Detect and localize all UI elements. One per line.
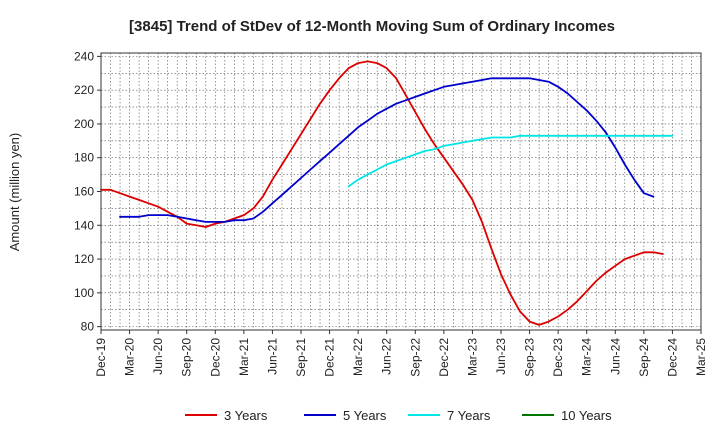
series-line-2 bbox=[119, 77, 655, 223]
chart-title: [3845] Trend of StDev of 12-Month Moving… bbox=[129, 18, 615, 35]
x-tick-label: Dec-20 bbox=[208, 338, 222, 377]
y-tick-label: 200 bbox=[74, 117, 94, 131]
x-tick-label: Mar-23 bbox=[465, 338, 479, 376]
series-line-1 bbox=[100, 60, 664, 326]
legend-label-2: 5 Years bbox=[343, 408, 387, 423]
x-tick-label: Mar-21 bbox=[237, 338, 251, 376]
series-layer bbox=[100, 60, 674, 326]
x-tick-label: Sep-24 bbox=[637, 338, 651, 377]
x-tick-label: Mar-22 bbox=[351, 338, 365, 376]
x-tick-label: Dec-21 bbox=[323, 338, 337, 377]
y-tick-label: 180 bbox=[74, 151, 94, 165]
x-tick-label: Dec-22 bbox=[437, 338, 451, 377]
x-tick-label: Sep-21 bbox=[294, 338, 308, 377]
plot-area bbox=[101, 53, 701, 330]
y-axis: 80 100 120 140 160 180 200 220 240 bbox=[74, 49, 101, 334]
x-tick-label: Sep-22 bbox=[408, 338, 422, 377]
y-tick-label: 220 bbox=[74, 83, 94, 97]
y-tick-label: 80 bbox=[81, 320, 95, 334]
grid bbox=[100, 53, 702, 330]
y-tick-label: 160 bbox=[74, 185, 94, 199]
x-tick-label: Dec-19 bbox=[94, 338, 108, 377]
series-line-3 bbox=[347, 134, 674, 188]
x-tick-label: Jun-21 bbox=[265, 338, 279, 375]
x-tick-label: Jun-23 bbox=[494, 338, 508, 375]
y-tick-label: 100 bbox=[74, 286, 94, 300]
x-tick-label: Mar-20 bbox=[123, 338, 137, 376]
x-tick-label: Dec-24 bbox=[665, 338, 679, 377]
y-tick-label: 140 bbox=[74, 218, 94, 232]
x-tick-label: Dec-23 bbox=[551, 338, 565, 377]
y-tick-label: 120 bbox=[74, 252, 94, 266]
x-tick-label: Jun-24 bbox=[608, 338, 622, 375]
legend-label-4: 10 Years bbox=[561, 408, 612, 423]
y-axis-title: Amount (million yen) bbox=[7, 133, 22, 252]
x-tick-label: Mar-24 bbox=[580, 338, 594, 376]
legend-label-3: 7 Years bbox=[447, 408, 491, 423]
x-tick-label: Jun-22 bbox=[380, 338, 394, 375]
y-tick-label: 240 bbox=[74, 49, 94, 63]
legend-label-1: 3 Years bbox=[224, 408, 268, 423]
x-tick-label: Sep-20 bbox=[180, 338, 194, 377]
x-tick-label: Sep-23 bbox=[523, 338, 537, 377]
x-tick-label: Mar-25 bbox=[694, 338, 708, 376]
x-axis: Dec-19 Mar-20 Jun-20 Sep-20 Dec-20 Mar-21 Jun-… bbox=[94, 330, 708, 377]
legend: 3 Years 5 Years 7 Years 10 Years bbox=[185, 408, 612, 423]
x-tick-label: Jun-20 bbox=[151, 338, 165, 375]
